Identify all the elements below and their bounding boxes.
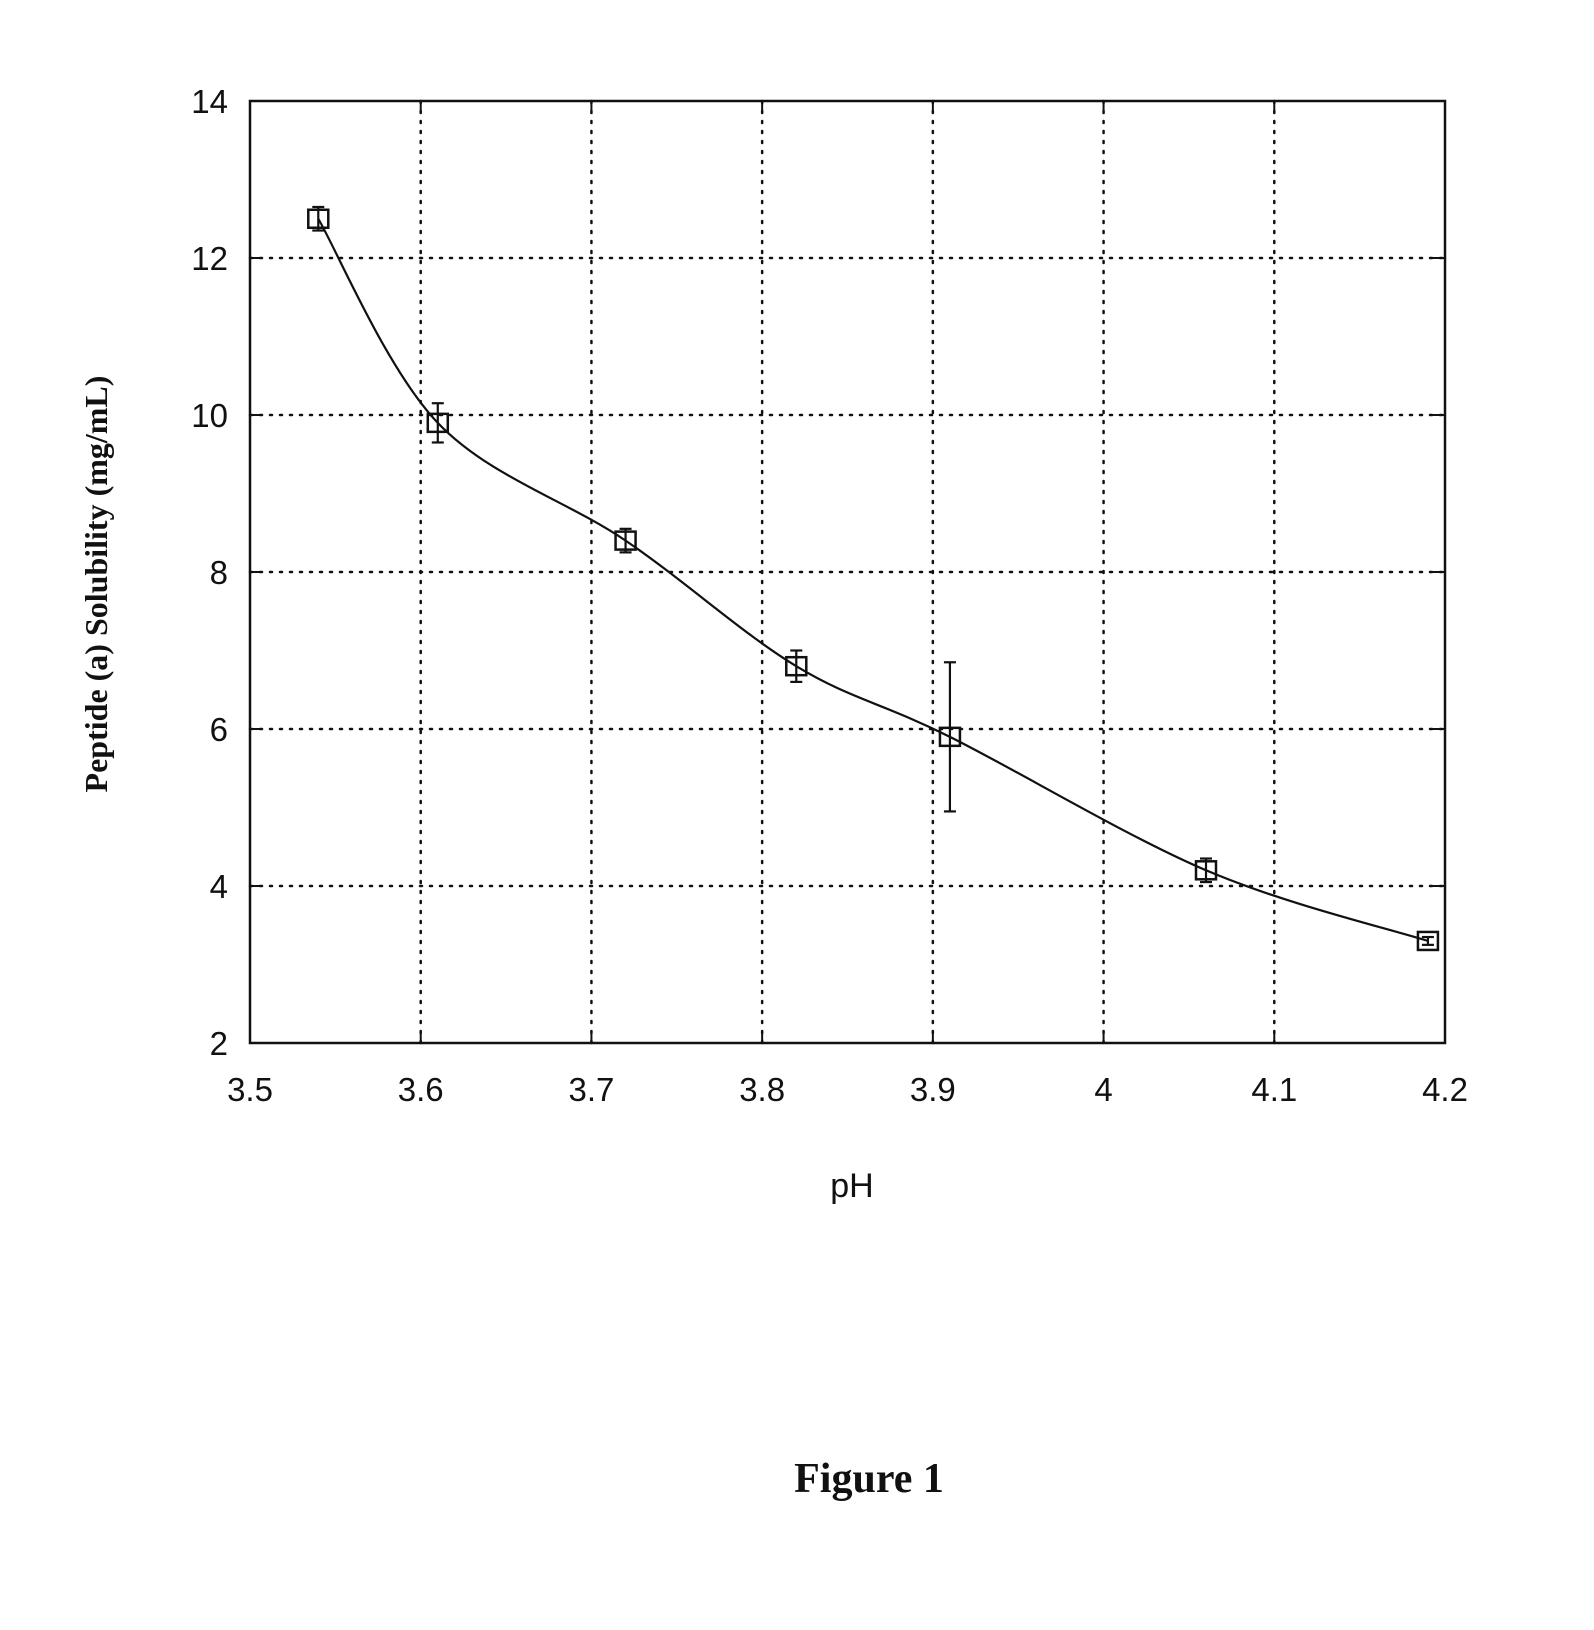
y-tick-label: 14 [191, 83, 228, 120]
x-axis-title: pH [830, 1167, 873, 1205]
gridlines [250, 101, 1445, 1043]
data-series [308, 207, 1438, 950]
x-tick-label: 4.2 [1422, 1071, 1468, 1108]
y-axis-title: Peptide (a) Solubility (mg/mL) [78, 376, 114, 793]
y-tick-label: 10 [191, 397, 228, 434]
y-tick-label: 4 [210, 868, 228, 905]
figure-caption: Figure 1 [794, 1456, 944, 1502]
x-tick-label: 3.7 [568, 1071, 614, 1108]
y-tick-label: 8 [210, 554, 228, 591]
series-line [318, 219, 1428, 941]
y-tick-label: 2 [210, 1025, 228, 1062]
x-tick-label: 4 [1094, 1071, 1112, 1108]
x-tick-label: 3.8 [739, 1071, 785, 1108]
x-tick-label: 3.6 [398, 1071, 444, 1108]
x-tick-label: 3.9 [910, 1071, 956, 1108]
y-tick-label: 12 [191, 240, 228, 277]
x-tick-label: 3.5 [227, 1071, 273, 1108]
axis-ticks: 3.5 3.6 3.7 3.8 3.9 4 4.1 4.2 2 4 6 8 10 12 14 [191, 83, 1468, 1108]
y-tick-label: 6 [210, 711, 228, 748]
x-tick-label: 4.1 [1251, 1071, 1297, 1108]
